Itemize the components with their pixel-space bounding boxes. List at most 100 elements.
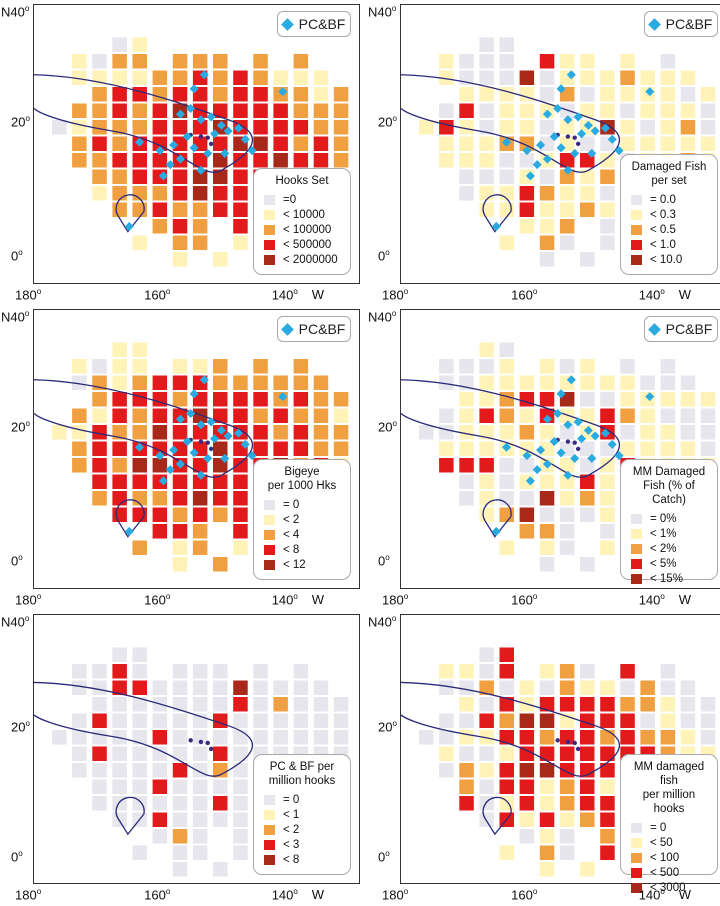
lat-value: 20 xyxy=(11,418,26,434)
lon-label: 160o xyxy=(144,887,170,902)
legend-swatch xyxy=(631,852,642,863)
grid-cell xyxy=(112,812,127,827)
grid-cell xyxy=(600,202,615,217)
pcbf-point xyxy=(556,389,566,399)
grid-cell xyxy=(519,120,535,135)
grid-cell xyxy=(439,120,454,135)
grid-cell xyxy=(152,153,168,168)
grid-cell xyxy=(132,392,147,407)
grid-cell xyxy=(132,845,147,860)
grid-cell xyxy=(233,202,248,217)
grid-cell xyxy=(213,54,228,69)
grid-cell xyxy=(92,474,107,489)
grid-cell xyxy=(539,359,555,374)
grid-cell xyxy=(700,136,716,151)
grid-cell xyxy=(539,507,555,522)
grid-cell xyxy=(559,796,575,811)
grid-cell xyxy=(479,153,494,168)
grid-cell xyxy=(72,425,87,440)
lat-prefix: N xyxy=(1,614,11,630)
degree-symbol: o xyxy=(385,849,390,858)
grid-cell xyxy=(559,202,575,217)
grid-cell xyxy=(72,763,87,778)
grid-cell xyxy=(233,713,248,728)
grid-cell xyxy=(172,70,188,85)
grid-cell xyxy=(660,120,676,135)
grid-cell xyxy=(253,697,268,712)
grid-cell xyxy=(172,120,188,135)
pcbf-diamond-icon xyxy=(280,322,294,336)
legend-item-label: < 2 xyxy=(283,823,300,836)
grid-cell xyxy=(459,796,474,811)
grid-cell xyxy=(112,37,127,52)
pcbf-point xyxy=(165,160,175,170)
grid-cell xyxy=(253,103,268,118)
legend-item: < 8 xyxy=(264,542,342,557)
grid-cell xyxy=(600,746,615,761)
pcbf-point xyxy=(240,134,250,144)
grid-cell xyxy=(213,862,228,877)
grid-cell xyxy=(499,186,514,201)
category-legend: MM damaged fish per million hooks = 0 < 50 <… xyxy=(620,754,718,894)
grid-cell xyxy=(580,54,595,69)
degree-symbol: o xyxy=(24,309,30,318)
pcbf-point xyxy=(536,140,546,150)
grid-cell xyxy=(172,812,188,827)
grid-cell xyxy=(233,507,248,522)
legend-item-label: < 5% xyxy=(650,557,677,570)
legend-swatch xyxy=(631,528,642,539)
lon-value: 140 xyxy=(638,287,661,303)
grid-cell xyxy=(253,375,268,390)
legend-title: per 1000 Hks xyxy=(267,480,337,492)
grid-cell xyxy=(233,474,248,489)
grid-cell xyxy=(253,730,268,745)
southern-boundary xyxy=(482,796,512,836)
grid-cell xyxy=(559,474,575,489)
grid-cell xyxy=(539,746,555,761)
grid-cell xyxy=(192,730,208,745)
grid-cell xyxy=(499,37,514,52)
lon-label: 160o xyxy=(511,592,537,607)
degree-symbol: o xyxy=(25,418,30,428)
southern-boundary xyxy=(482,194,512,233)
grid-cell xyxy=(313,441,329,456)
category-legend: MM Damaged Fish (% of Catch) = 0% < 1% < 2% <… xyxy=(620,459,718,585)
legend-item: < 0.5 xyxy=(631,222,709,237)
pcbf-point xyxy=(186,408,196,419)
grid-cell xyxy=(253,408,268,423)
pcbf-point xyxy=(124,221,134,231)
pcbf-point xyxy=(525,476,535,486)
lat-label: 20o xyxy=(11,419,30,434)
grid-cell xyxy=(172,186,188,201)
lat-value: 20 xyxy=(378,418,393,434)
grid-cell xyxy=(600,70,615,85)
grid-cell xyxy=(293,697,309,712)
legend-title: Hooks Set xyxy=(275,175,329,187)
grid-cell xyxy=(253,136,268,151)
grid-cell xyxy=(580,680,595,695)
grid-cell xyxy=(293,730,309,745)
grid-cell xyxy=(459,441,474,456)
grid-cell xyxy=(600,680,615,695)
grid-cell xyxy=(132,779,147,794)
lon-label: 140o xyxy=(639,887,665,902)
grid-cell xyxy=(172,54,188,69)
grid-cell xyxy=(92,408,107,423)
grid-cell xyxy=(499,664,514,679)
grid-cell xyxy=(640,87,655,102)
grid-cell xyxy=(233,812,248,827)
grid-cell xyxy=(640,713,655,728)
grid-cell xyxy=(132,70,147,85)
lon-value: 180 xyxy=(382,887,404,903)
pcbf-point xyxy=(175,459,185,469)
grid-cell xyxy=(700,425,716,440)
grid-cell xyxy=(600,169,615,184)
grid-cell xyxy=(152,219,168,234)
grid-cell xyxy=(333,120,349,135)
grid-cell xyxy=(660,136,676,151)
grid-cell xyxy=(172,252,188,267)
lat-label: N40o xyxy=(1,4,29,19)
grid-cell xyxy=(600,713,615,728)
grid-cell xyxy=(539,120,555,135)
grid-cell xyxy=(172,202,188,217)
